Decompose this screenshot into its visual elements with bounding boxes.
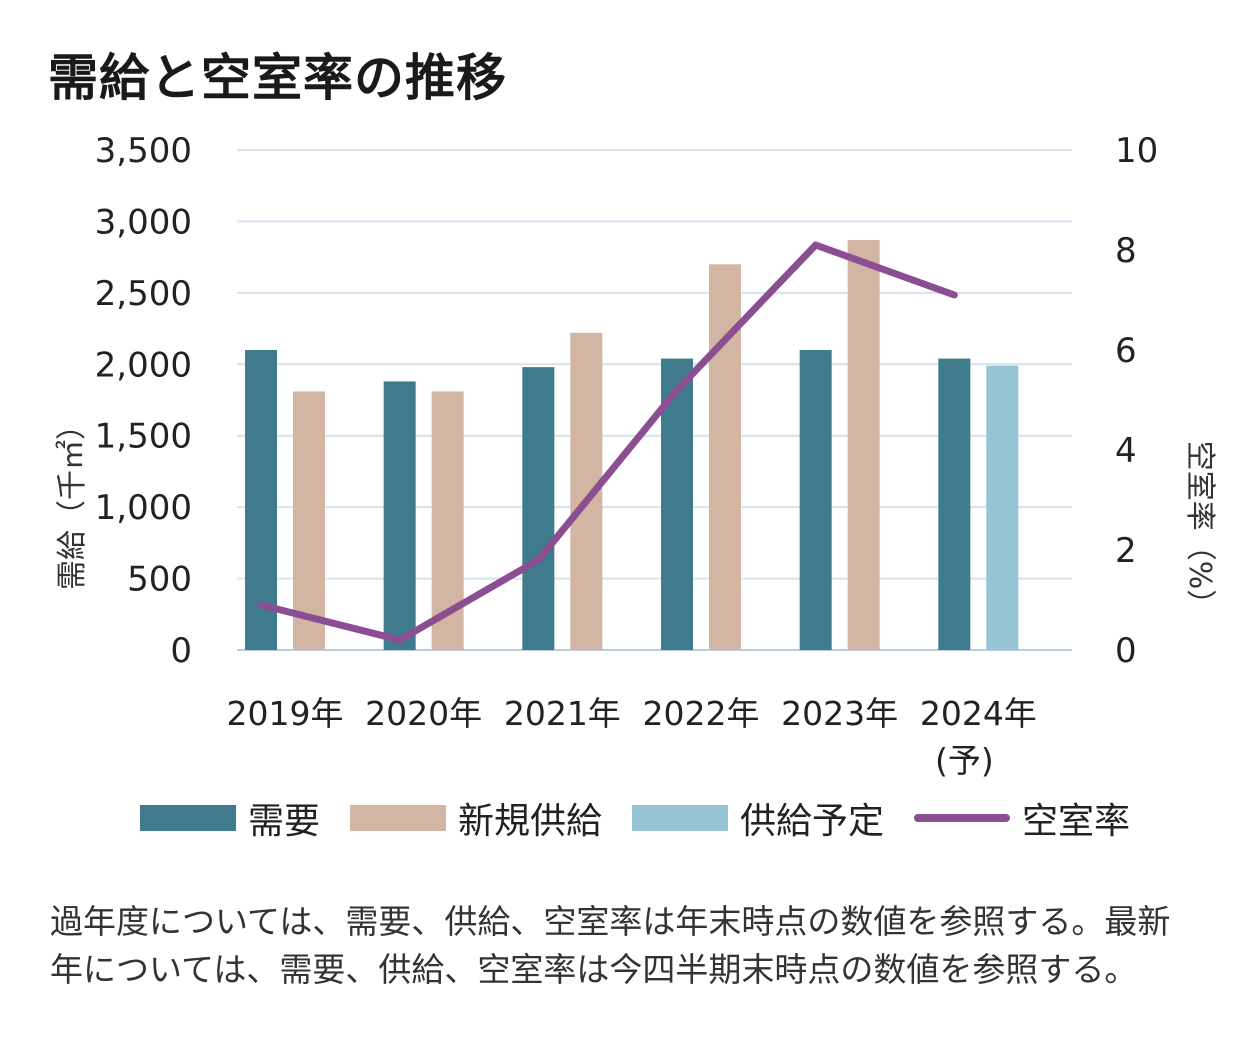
- bar-new-supply: [847, 240, 880, 650]
- legend-label-planned-supply: 供給予定: [740, 801, 885, 842]
- legend-label-new-supply: 新規供給: [458, 801, 603, 842]
- y2-tick-label: 6: [1115, 331, 1137, 371]
- y-tick-label: 3,000: [95, 202, 192, 242]
- y-tick-label: 1,000: [95, 488, 192, 528]
- legend-swatch-vacancy: [914, 814, 1011, 822]
- y-tick-label: 0: [170, 631, 192, 671]
- legend-item-planned-supply: 供給予定: [632, 792, 884, 844]
- y2-tick-label: 4: [1115, 431, 1137, 471]
- bar-new-supply: [293, 391, 325, 650]
- y2-tick-label: 2: [1115, 531, 1137, 571]
- x-tick-label: 2021年: [504, 694, 621, 733]
- y-tick-label: 3,500: [95, 131, 192, 171]
- legend-label-vacancy: 空室率: [1022, 801, 1131, 842]
- bar-demand: [799, 350, 832, 650]
- bar-planned-supply: [986, 365, 1019, 650]
- y2-tick-label: 0: [1115, 631, 1137, 671]
- legend: 需要 新規供給 供給予定 空室率: [140, 792, 1160, 844]
- y-tick-label: 2,500: [95, 274, 192, 314]
- bar-demand: [938, 358, 971, 650]
- bar-demand: [383, 381, 416, 650]
- x-axis-ticks: 2019年 2020年 2021年 2022年 2023年 2024年 (予): [227, 694, 1037, 780]
- x-tick-label: 2024年: [920, 694, 1037, 733]
- y-tick-label: 500: [127, 560, 192, 600]
- y-axis-ticks: 0 500 1,000 1,500 2,000 2,500 3,000 3,500: [95, 131, 192, 671]
- line-vacancy-rate: [257, 241, 958, 644]
- grid-lines: [237, 149, 1072, 651]
- y-axis-label: 需給（千㎡）: [55, 410, 90, 590]
- y2-tick-label: 10: [1115, 131, 1158, 171]
- legend-swatch-new-supply: [350, 805, 447, 831]
- x-tick-sublabel: (予): [935, 741, 994, 780]
- bar-demand: [245, 350, 277, 650]
- y2-axis-label: 空室率（%）: [1182, 441, 1217, 620]
- chart-title: 需給と空室率の推移: [48, 49, 507, 107]
- bars: [245, 240, 1019, 650]
- legend-swatch-demand: [140, 805, 236, 831]
- x-tick-label: 2020年: [365, 694, 482, 733]
- legend-swatch-planned-supply: [632, 805, 729, 831]
- y2-tick-label: 8: [1115, 231, 1137, 271]
- footnote: 過年度については、需要、供給、空室率は年末時点の数値を参照する。最新年については…: [50, 902, 1171, 989]
- legend-item-vacancy: 空室率: [914, 792, 1130, 844]
- x-tick-label: 2023年: [781, 694, 898, 733]
- y2-axis-ticks: 0 2 4 6 8 10: [1115, 131, 1158, 671]
- y-tick-label: 2,000: [95, 345, 192, 385]
- legend-item-demand: 需要: [140, 792, 320, 844]
- x-tick-label: 2019年: [227, 694, 344, 733]
- x-tick-label: 2022年: [643, 694, 760, 733]
- y-tick-label: 1,500: [95, 417, 192, 457]
- bar-new-supply: [709, 264, 741, 650]
- legend-item-new-supply: 新規供給: [350, 792, 602, 844]
- vacancy-line: [257, 241, 958, 644]
- legend-label-demand: 需要: [248, 801, 321, 842]
- combo-chart: 0 500 1,000 1,500 2,000 2,500 3,000 3,500 0 2 4 6 8…: [55, 131, 1217, 780]
- bar-demand: [522, 367, 555, 650]
